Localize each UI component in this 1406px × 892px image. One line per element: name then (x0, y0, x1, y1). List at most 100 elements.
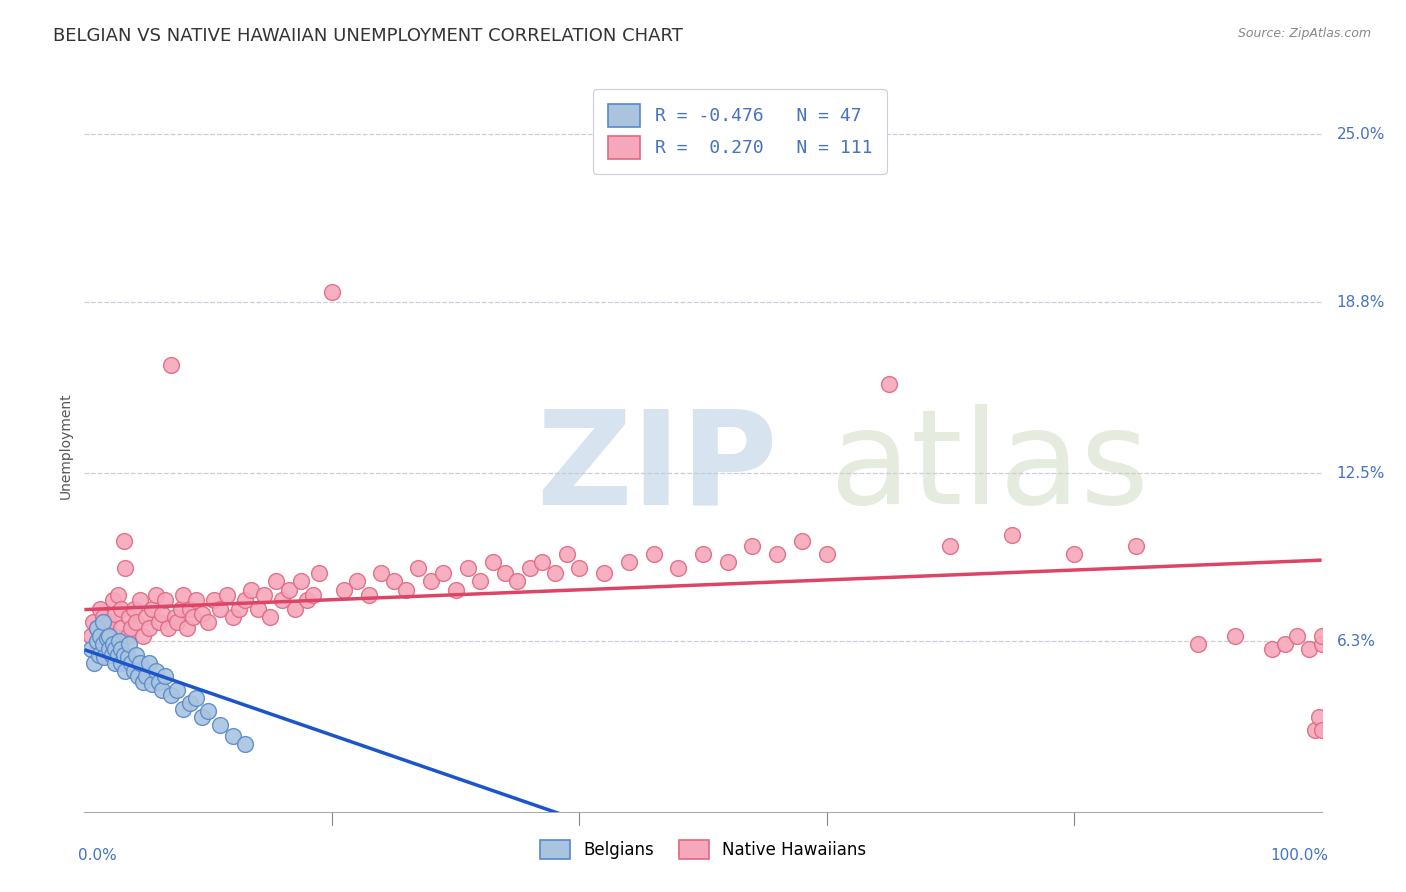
Point (166, 682, 188, 697)
Point (98, 629, 121, 643)
Point (741, 539, 763, 553)
Point (98, 615, 121, 629)
Point (432, 566, 454, 581)
Text: BELGIAN VS NATIVE HAWAIIAN UNEMPLOYMENT CORRELATION CHART: BELGIAN VS NATIVE HAWAIIAN UNEMPLOYMENT … (53, 27, 683, 45)
Text: Source: ZipAtlas.com: Source: ZipAtlas.com (1237, 27, 1371, 40)
Point (284, 601, 307, 615)
Point (264, 574, 287, 589)
Legend: R = -0.476   N = 47, R =  0.270   N = 111: R = -0.476 N = 47, R = 0.270 N = 111 (593, 89, 887, 174)
Point (110, 656, 132, 670)
Text: 6.3%: 6.3% (1337, 633, 1375, 648)
Point (197, 615, 219, 629)
Point (877, 376, 900, 391)
Point (555, 547, 578, 561)
Point (222, 609, 245, 624)
Point (444, 582, 467, 597)
Point (91, 648, 114, 662)
Point (395, 582, 418, 597)
Point (91, 609, 114, 624)
Point (131, 629, 153, 643)
Point (112, 533, 135, 548)
Point (184, 690, 207, 705)
Point (120, 656, 142, 670)
Point (370, 566, 392, 581)
Point (122, 601, 145, 615)
Point (1310, 637, 1333, 651)
Point (815, 547, 838, 561)
Point (93, 629, 115, 643)
Point (104, 642, 127, 657)
Point (110, 642, 132, 657)
Point (277, 582, 299, 597)
Point (125, 648, 148, 662)
Point (179, 697, 201, 711)
Point (717, 556, 740, 570)
Point (408, 561, 430, 575)
Point (176, 620, 198, 634)
Text: 12.5%: 12.5% (1337, 466, 1385, 481)
Point (481, 556, 503, 570)
Point (643, 547, 665, 561)
Point (117, 650, 139, 665)
Point (617, 556, 640, 570)
Point (240, 582, 263, 597)
Point (100, 648, 122, 662)
Point (89, 629, 111, 643)
Point (150, 607, 173, 621)
Text: ZIP: ZIP (536, 404, 778, 532)
Point (321, 285, 343, 299)
Point (382, 574, 405, 589)
Point (1261, 642, 1284, 657)
Point (290, 574, 312, 589)
Point (163, 609, 186, 624)
Point (766, 547, 789, 561)
Point (506, 574, 529, 589)
Point (122, 664, 145, 678)
Point (259, 609, 281, 624)
Point (543, 566, 565, 581)
Point (101, 593, 124, 607)
Point (118, 637, 141, 651)
Point (1310, 723, 1333, 738)
Point (308, 566, 330, 581)
Text: 25.0%: 25.0% (1337, 127, 1385, 142)
Point (191, 607, 214, 621)
Point (110, 601, 132, 615)
Point (1187, 637, 1209, 651)
Point (89, 648, 111, 662)
Point (160, 358, 183, 372)
Point (141, 677, 163, 691)
Point (233, 593, 256, 607)
Point (1223, 629, 1246, 643)
Point (1308, 710, 1330, 724)
Point (302, 588, 325, 602)
Point (141, 601, 163, 615)
Point (145, 588, 167, 602)
Point (1274, 637, 1296, 651)
Point (1298, 642, 1320, 657)
Point (181, 609, 204, 624)
Point (150, 682, 173, 697)
Point (172, 588, 194, 602)
Point (100, 632, 122, 646)
Point (108, 634, 131, 648)
Point (112, 648, 135, 662)
Point (110, 620, 132, 634)
Point (1125, 539, 1147, 553)
Point (666, 561, 689, 575)
Point (228, 601, 250, 615)
Point (86, 620, 108, 634)
Point (166, 615, 188, 629)
Point (333, 582, 356, 597)
Point (79, 642, 101, 657)
Text: atlas: atlas (536, 404, 1149, 532)
Point (233, 737, 256, 751)
Point (160, 688, 183, 702)
Point (79, 629, 101, 643)
Point (101, 637, 124, 651)
Point (98, 642, 121, 657)
Point (138, 620, 160, 634)
Point (114, 561, 136, 575)
Point (531, 556, 554, 570)
Point (568, 561, 591, 575)
